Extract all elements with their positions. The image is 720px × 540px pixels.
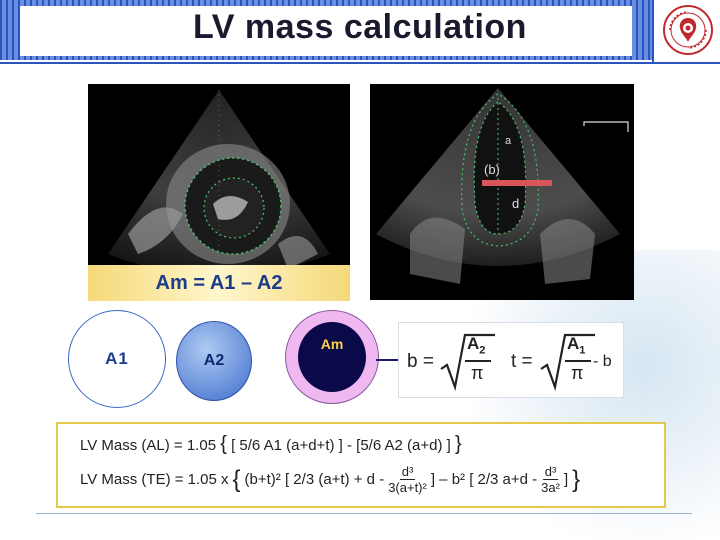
- te-fraction-2: d³ 3a²: [541, 464, 560, 495]
- b-fraction-bar: [465, 360, 491, 362]
- lv-mass-formula-box: LV Mass (AL) = 1.05 { [ 5/6 A1 (a+d+t) ]…: [56, 422, 666, 508]
- radius-thickness-formula: b = A2 π t = A1 π - b: [398, 322, 624, 398]
- logo-frame: [652, 0, 720, 64]
- lv-mass-te-prefix: LV Mass (TE) = 1.05 x: [80, 471, 229, 488]
- short-axis-echo-graphic: [108, 90, 330, 276]
- t-fraction-bar: [565, 360, 591, 362]
- area-am-ring: Am: [285, 310, 379, 404]
- label-a: a: [505, 135, 512, 147]
- brace-close-te: }: [572, 465, 581, 493]
- society-logo-icon: [663, 5, 713, 55]
- t-pi: π: [571, 363, 584, 383]
- area-am-label: Am: [320, 336, 344, 352]
- b-numerator: A2: [467, 334, 486, 357]
- t-lhs: t =: [511, 351, 533, 372]
- area-a1-circle: A1: [68, 310, 166, 408]
- t-numerator: A1: [567, 334, 586, 357]
- echo-apical-image: a (b) d: [370, 84, 634, 300]
- lv-mass-te-line: LV Mass (TE) = 1.05 x { (b+t)² [ 2/3 (a+…: [80, 464, 580, 495]
- brace-close-al: }: [454, 433, 462, 455]
- lv-mass-te-part1: (b+t)² [ 2/3 (a+t) + d -: [244, 471, 385, 488]
- te-fraction-1: d³ 3(a+t)²: [388, 464, 427, 495]
- lv-mass-al-prefix: LV Mass (AL) = 1.05: [80, 437, 217, 454]
- sqrt-symbol-b-icon: [440, 333, 495, 391]
- am-connector-line: [376, 359, 402, 361]
- title-box: [20, 6, 632, 56]
- lv-mass-te-part2: ] – b² [ 2/3 a+d -: [430, 471, 538, 488]
- area-equation-caption: Am = A1 – A2: [88, 265, 350, 301]
- header-underline: [0, 62, 720, 64]
- b-lhs: b =: [407, 351, 434, 372]
- lv-mass-al-line: LV Mass (AL) = 1.05 { [ 5/6 A1 (a+d+t) ]…: [80, 433, 462, 456]
- area-a2-circle: A2: [176, 321, 252, 401]
- area-a2-label: A2: [203, 352, 225, 369]
- label-b: (b): [484, 162, 500, 177]
- lv-mass-al-body: [ 5/6 A1 (a+d+t) ] - [5/6 A2 (a+d) ]: [231, 437, 451, 454]
- label-d: d: [512, 196, 519, 211]
- sqrt-symbol-t-icon: [540, 333, 595, 391]
- slide-title: LV mass calculation: [193, 8, 527, 46]
- area-am-inner: Am: [298, 322, 366, 392]
- brace-open-te: {: [232, 465, 241, 493]
- area-a1-label: A1: [105, 349, 129, 368]
- lv-mass-te-close: ]: [563, 471, 569, 488]
- slide-header: LV mass calculation: [0, 0, 720, 64]
- footer-divider: [36, 513, 692, 514]
- apical-echo-graphic: a (b) d: [376, 88, 629, 284]
- b-pi: π: [471, 363, 484, 383]
- area-equation-text: Am = A1 – A2: [155, 271, 283, 294]
- t-minus-b: - b: [593, 353, 612, 370]
- echo-short-axis-image: [88, 84, 350, 300]
- brace-open-al: {: [220, 433, 227, 455]
